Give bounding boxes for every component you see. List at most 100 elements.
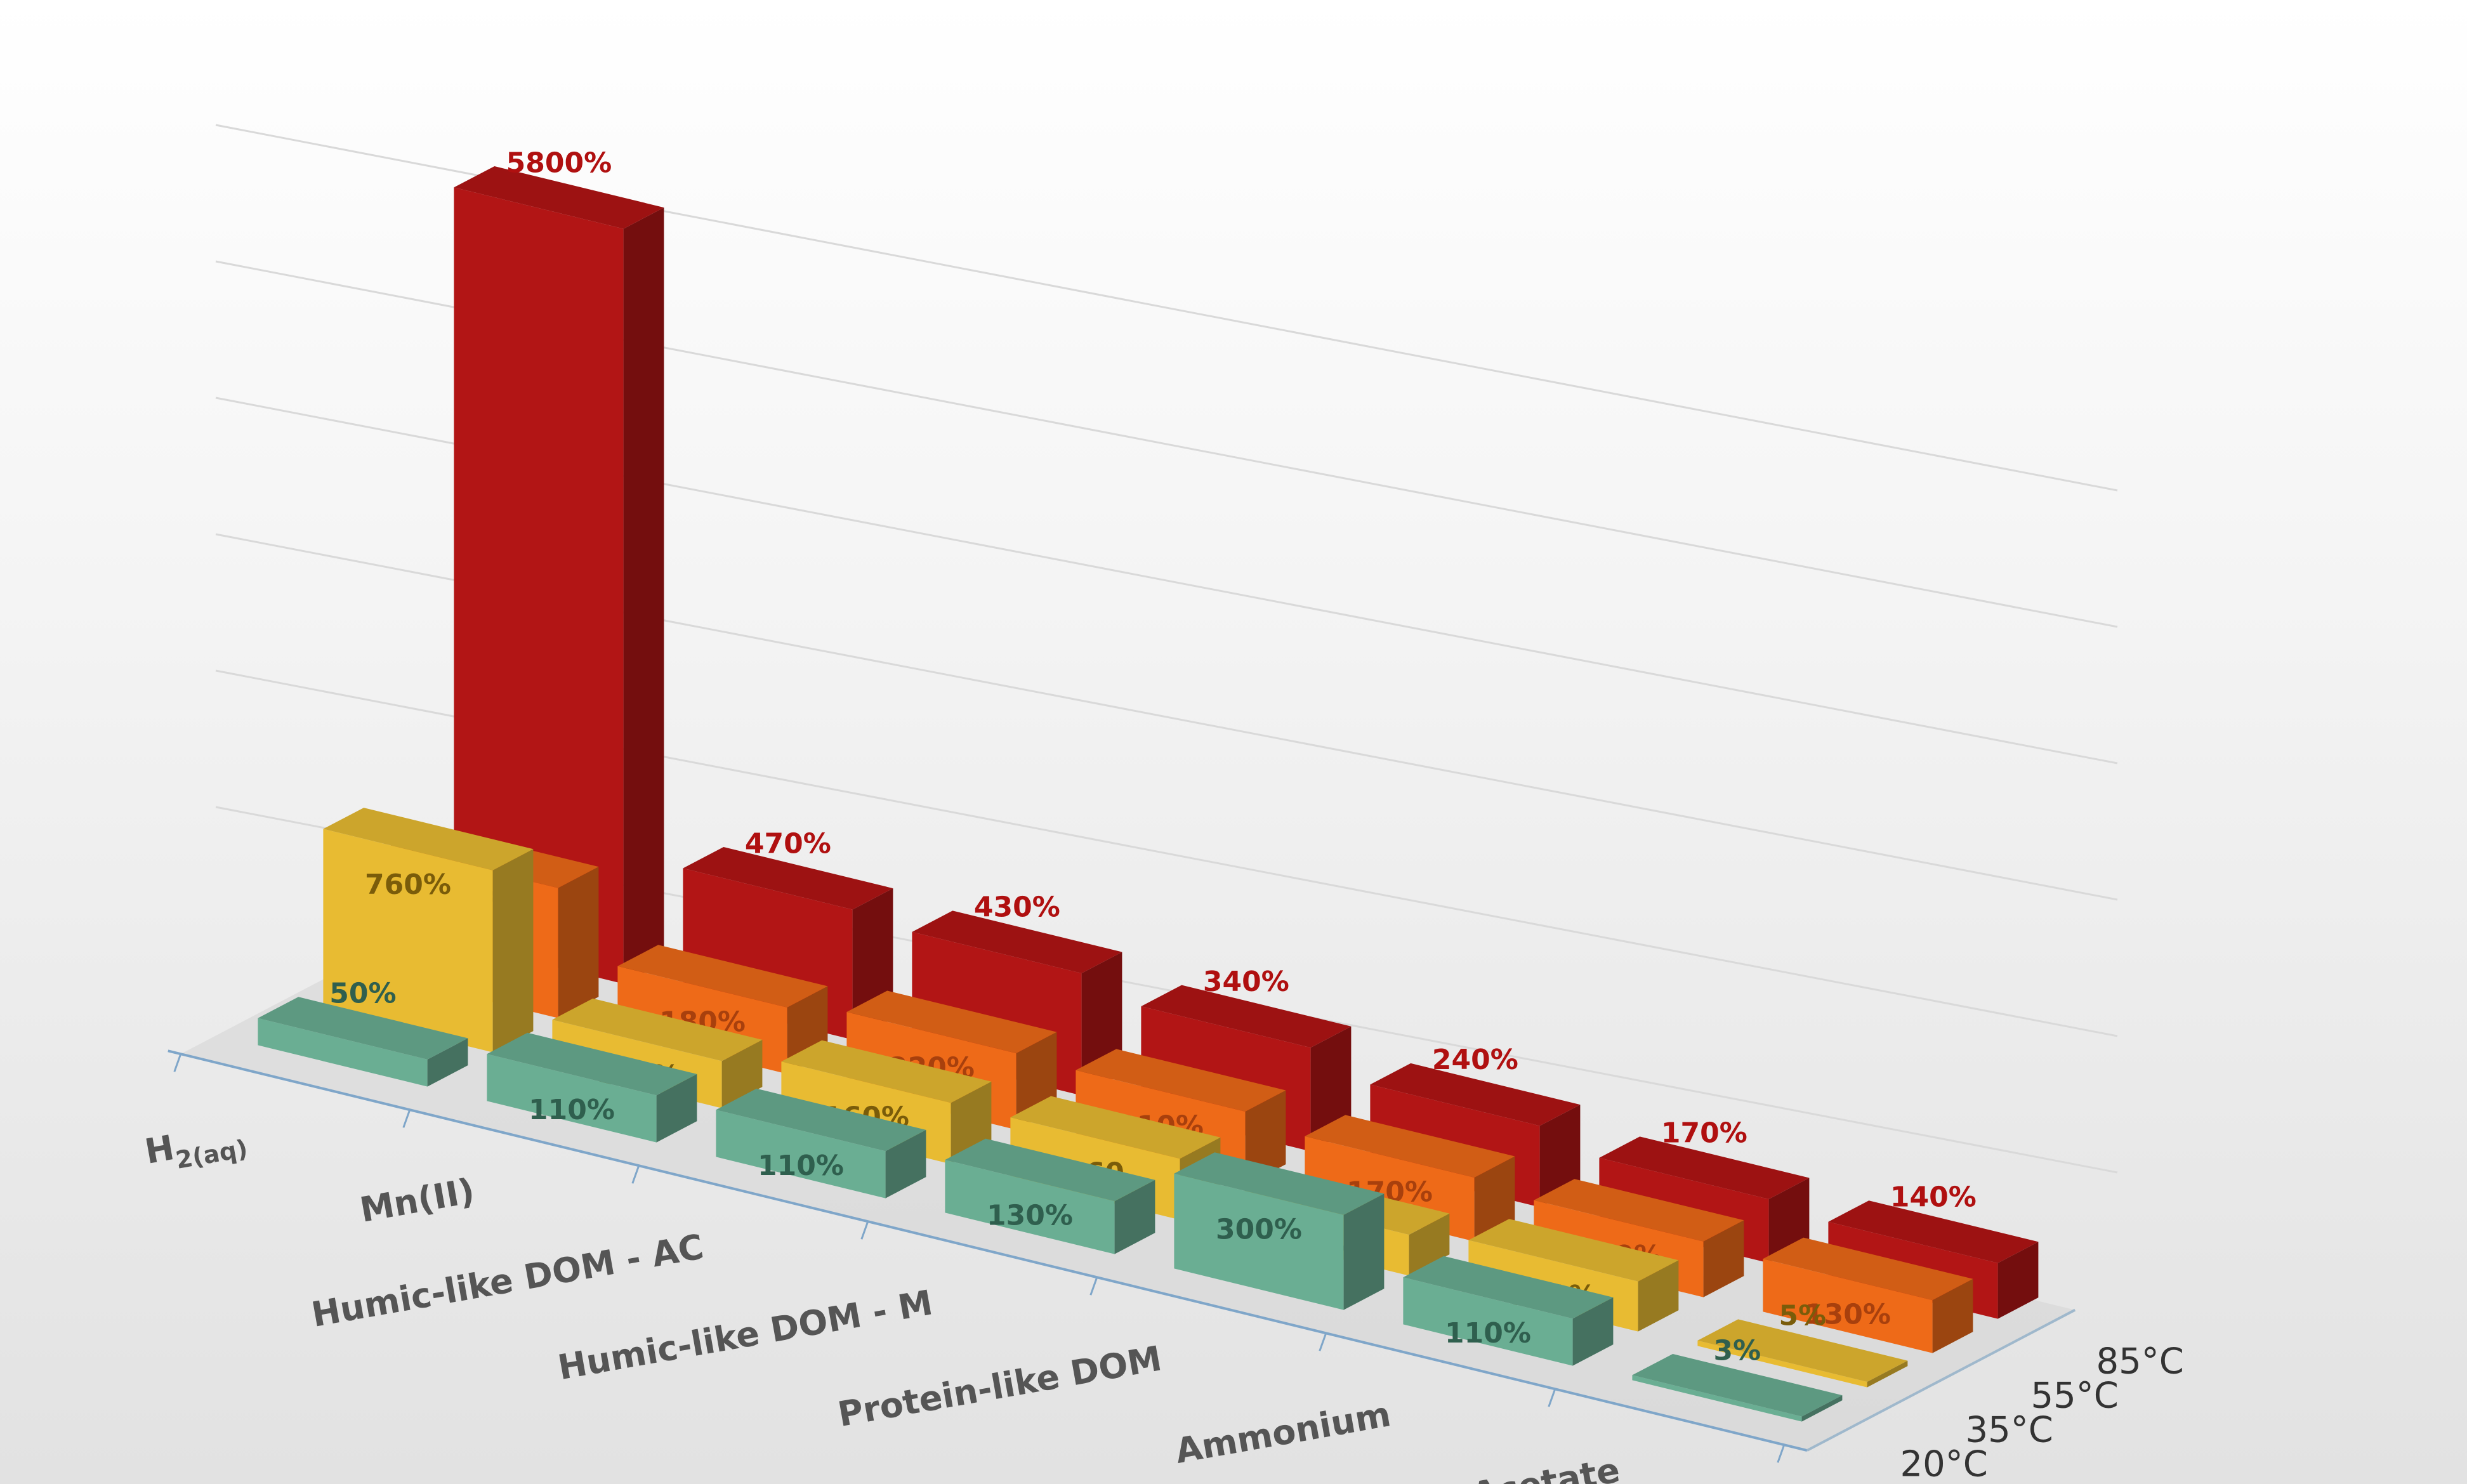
bar-top-face	[1174, 1152, 1385, 1215]
bar-side-face	[558, 867, 599, 1018]
bar-top-face	[1632, 1354, 1843, 1417]
data-label: 110%	[1445, 1317, 1531, 1349]
bar-side-face	[1703, 1220, 1744, 1297]
bar-top-face	[781, 1040, 992, 1103]
bar-top-face	[1828, 1200, 2039, 1263]
series-axis-line	[1806, 1308, 2076, 1452]
bar-side-face	[1343, 1193, 1385, 1310]
bar-top-face	[912, 910, 1122, 973]
series-label: 20°C	[1900, 1443, 1988, 1484]
bar-front-face	[323, 829, 493, 1053]
data-label: 130%	[987, 1200, 1073, 1232]
bar-top-face	[1468, 1219, 1679, 1282]
bar-top-face	[1076, 1049, 1286, 1112]
bar-20-c-h2-aq: 50%	[258, 978, 468, 1087]
bar-top-face	[683, 847, 893, 910]
data-label: 5%	[1779, 1300, 1827, 1332]
bar-side-face	[1867, 1360, 1908, 1388]
data-label: 760%	[365, 869, 451, 901]
bar-20-c-mn-ii: 110%	[487, 1032, 697, 1143]
category-label: H2(aq)	[142, 1115, 250, 1179]
bar-front-face	[1403, 1277, 1573, 1366]
category-label: Ammonium	[1173, 1394, 1394, 1471]
axis-tick	[1777, 1444, 1786, 1463]
bar-front-face	[487, 1054, 657, 1143]
data-label: 130%	[1805, 1299, 1891, 1331]
bar-front-face	[945, 1160, 1115, 1254]
bar-side-face	[427, 1038, 468, 1087]
bar-20-c-protein-like-dom: 300%	[1174, 1152, 1385, 1310]
bar-55-c-acetate: 130%	[1763, 1237, 1973, 1353]
axis-tick	[1319, 1332, 1327, 1351]
bar-front-face	[1174, 1173, 1344, 1310]
category-label: Mn(II)	[357, 1171, 478, 1230]
bar-top-face	[846, 990, 1057, 1054]
data-label: 340%	[1203, 966, 1289, 998]
bar-top-face	[1599, 1136, 1810, 1199]
bar-top-face	[552, 998, 763, 1061]
data-label: 140%	[1890, 1181, 1977, 1214]
bar-side-face	[1997, 1242, 2039, 1319]
bar-20-c-humic-like-dom-ac: 110%	[716, 1088, 926, 1198]
series-label: 35°C	[1966, 1409, 2053, 1450]
bar-top-face	[1403, 1256, 1614, 1319]
axis-tick	[173, 1053, 182, 1072]
bar-side-face	[1572, 1297, 1614, 1366]
axis-tick	[860, 1221, 869, 1240]
bar-top-face	[454, 166, 664, 229]
bar-top-face	[945, 1138, 1155, 1202]
bar-top-face	[617, 945, 828, 1008]
bar-20-c-ammonium: 110%	[1403, 1256, 1614, 1366]
bar-front-face	[1763, 1259, 1933, 1353]
bar-side-face	[1474, 1156, 1515, 1242]
bar-top-face	[1697, 1319, 1908, 1382]
data-label: 430%	[974, 891, 1060, 924]
data-label: 470%	[745, 827, 831, 860]
bar-top-face	[1534, 1179, 1744, 1242]
bar-front-face	[1697, 1340, 1867, 1388]
category-label: Humic-like DOM - AC	[308, 1226, 706, 1335]
data-label: 50%	[329, 978, 396, 1010]
series-labels: 20°C35°C55°C85°C	[1900, 1341, 2184, 1484]
bar-top-face	[487, 1032, 697, 1096]
data-label: 240%	[1432, 1044, 1518, 1076]
bar-top-face	[1141, 985, 1352, 1048]
category-label: Acetate	[1469, 1450, 1622, 1484]
category-axis-line	[168, 1049, 1808, 1452]
bar-20-c-acetate: 3%	[1632, 1334, 1843, 1422]
bar-side-face	[1245, 1090, 1286, 1186]
bar-35-c-h2-aq: 760%	[323, 808, 534, 1053]
axis-tick	[1548, 1388, 1556, 1407]
bar-20-c-humic-like-dom-m: 130%	[945, 1138, 1155, 1254]
bar-top-face	[1010, 1096, 1221, 1159]
bar-front-face	[1632, 1375, 1802, 1422]
bar-front-face	[716, 1110, 886, 1198]
category-label: Protein-like DOM	[835, 1338, 1165, 1435]
data-label: 110%	[529, 1094, 615, 1126]
bar-top-face	[258, 997, 468, 1060]
bar-top-face	[323, 808, 534, 870]
data-label: 170%	[1661, 1117, 1747, 1150]
bar-top-face	[1305, 1115, 1515, 1178]
bar-top-face	[1763, 1237, 1973, 1301]
bar-front-face	[258, 1018, 428, 1087]
bar-85-c-h2-aq: 5800%	[454, 147, 664, 984]
bar-side-face	[623, 207, 664, 984]
bar-side-face	[1638, 1260, 1679, 1332]
data-label: 300%	[1216, 1213, 1302, 1245]
bar-side-face	[885, 1129, 926, 1198]
bar-side-face	[1409, 1213, 1450, 1276]
bar-side-face	[1114, 1179, 1155, 1254]
axis-tick	[1089, 1277, 1098, 1296]
data-label: 3%	[1714, 1334, 1761, 1367]
bar-top-face	[716, 1088, 926, 1152]
bar-side-face	[1932, 1278, 1973, 1353]
bars-layer: 5800%470%430%340%240%170%140%470%180%220…	[258, 147, 2039, 1422]
bar-front-face	[454, 187, 624, 984]
axis-tick	[631, 1165, 640, 1184]
series-label: 85°C	[2096, 1341, 2184, 1382]
series-label: 55°C	[2031, 1375, 2119, 1416]
data-label: 5800%	[506, 147, 612, 179]
category-label: Humic-like DOM - M	[555, 1282, 936, 1388]
